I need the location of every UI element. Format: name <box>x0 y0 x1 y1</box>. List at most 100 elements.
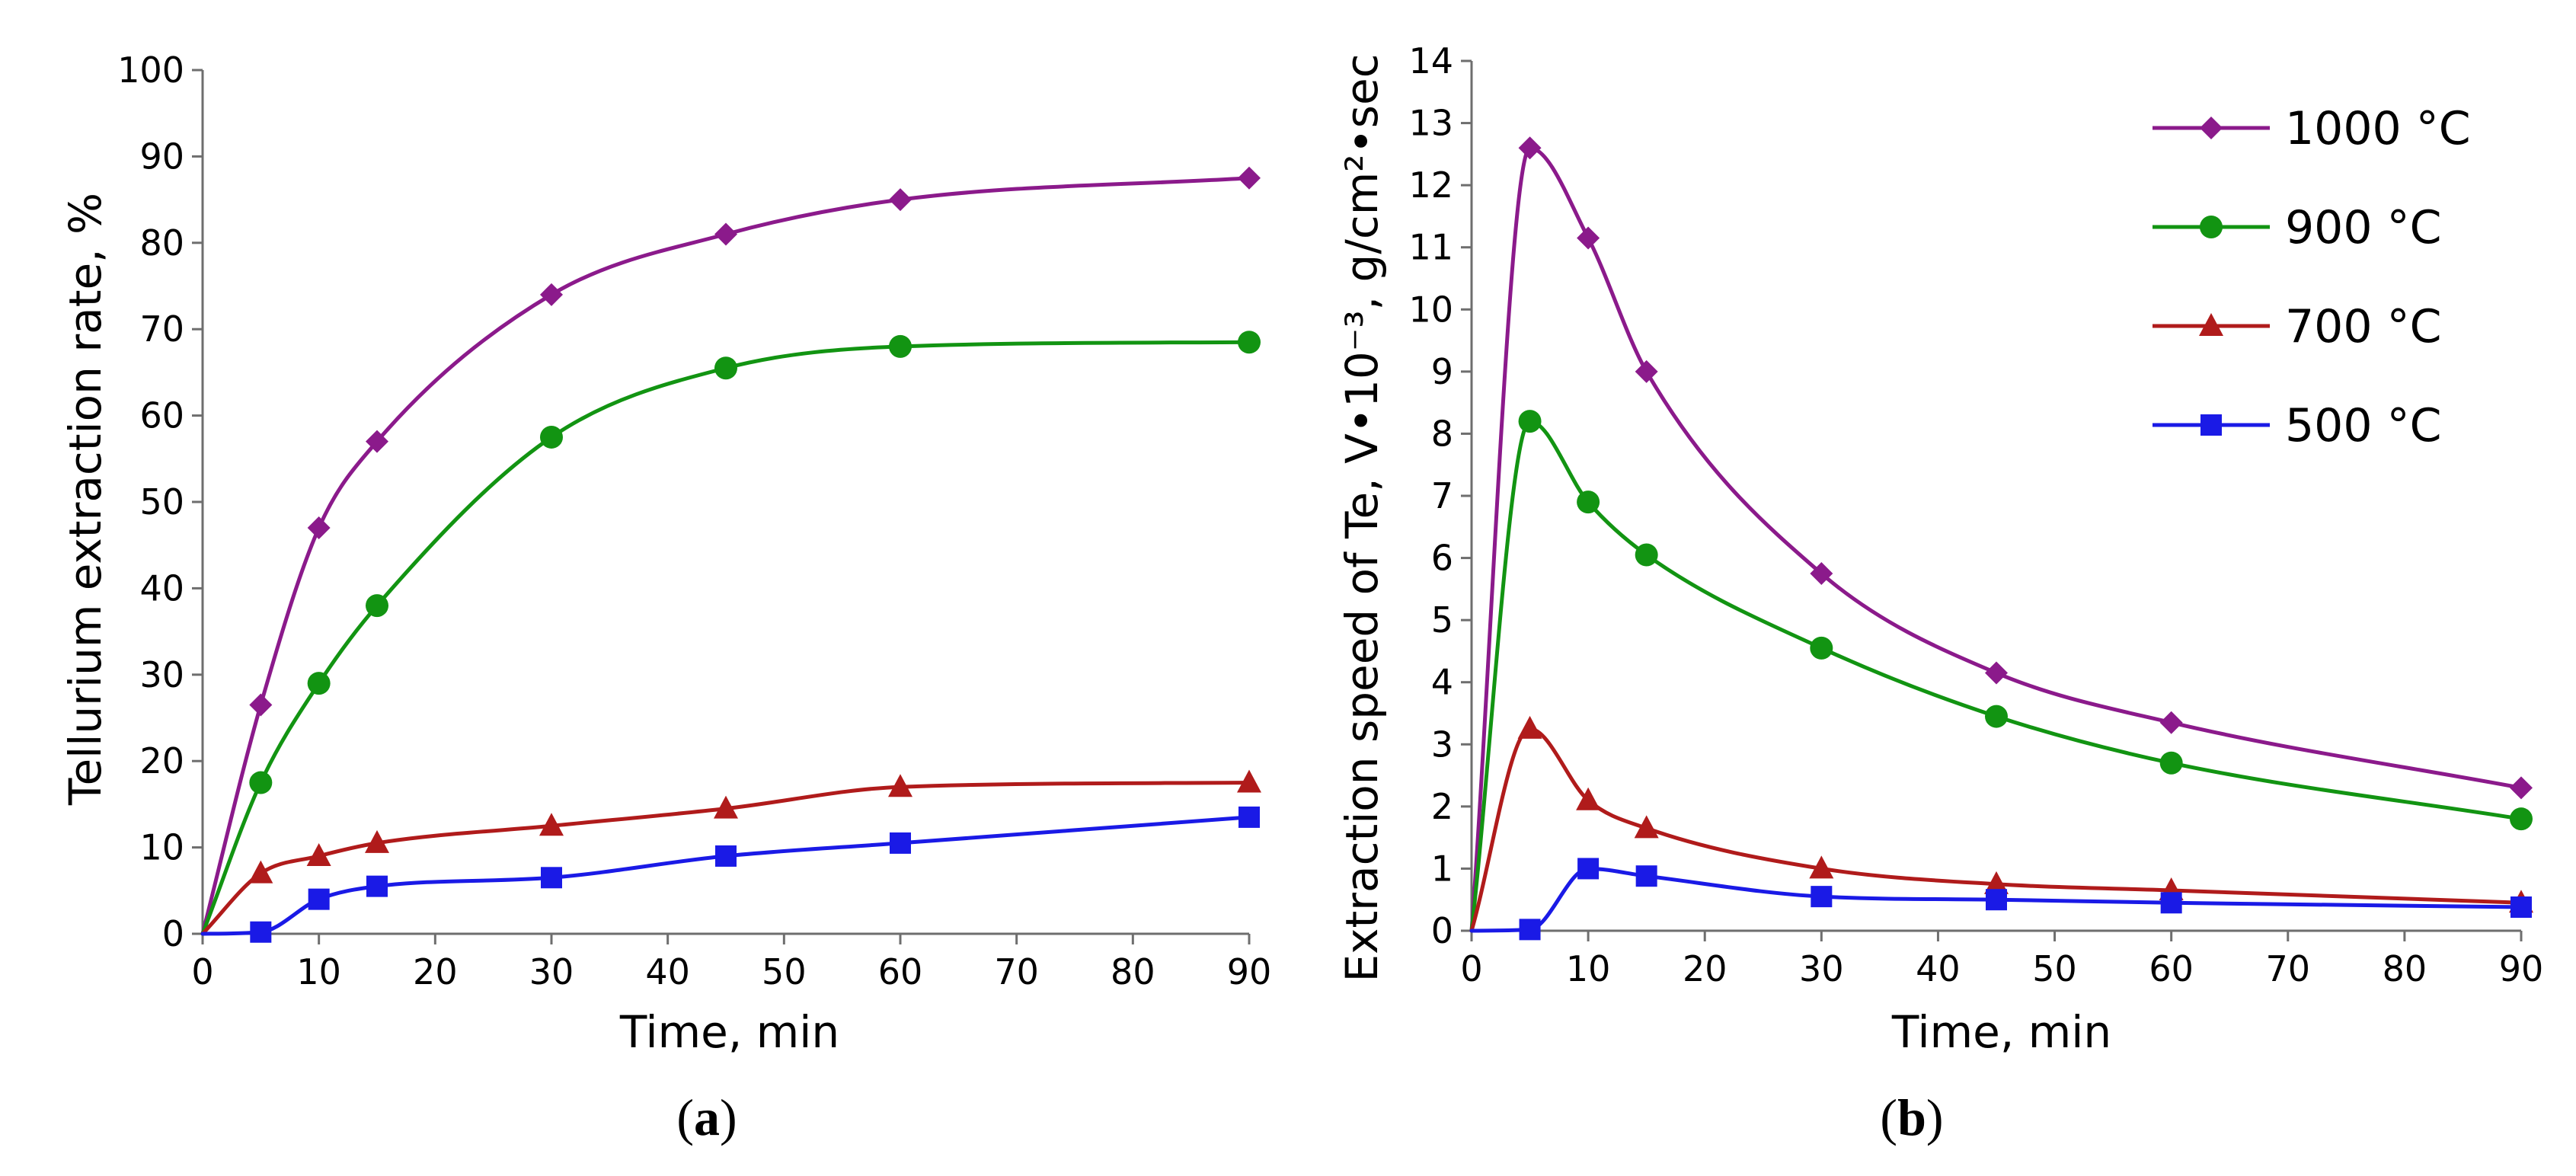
chart-b-point-500-15 <box>1635 865 1657 887</box>
chart-b-point-1000-30 <box>1810 561 1833 585</box>
chart-b-x-tick-label: 50 <box>2032 948 2077 989</box>
chart-a-point-1000-10 <box>307 516 331 540</box>
chart-b-x-tick-label: 80 <box>2383 948 2427 989</box>
chart-b-point-900-15 <box>1635 543 1658 567</box>
chart-a-point-700-10 <box>306 842 331 866</box>
chart-b-y-tick-label: 6 <box>1431 538 1453 579</box>
legend-label: 900 °C <box>2285 201 2442 254</box>
chart-a-y-tick-label: 20 <box>139 740 184 781</box>
chart-a-point-500-30 <box>541 867 562 889</box>
chart-b-point-500-30 <box>1811 886 1833 908</box>
legend-label: 500 °C <box>2285 399 2442 452</box>
chart-b-point-900-30 <box>1810 636 1833 660</box>
chart-a-x-tick-label: 80 <box>1111 951 1155 992</box>
legend-item-500: 500 °C <box>2153 399 2442 452</box>
chart-b-x-tick-label: 10 <box>1566 948 1611 989</box>
chart-b-y-tick-label: 8 <box>1431 413 1453 454</box>
chart-a-point-1000-45 <box>714 222 737 246</box>
chart-b-x-tick-label: 40 <box>1916 948 1961 989</box>
chart-b-point-1000-60 <box>2159 711 2183 734</box>
chart-a-markers <box>248 166 1261 943</box>
chart-b-point-1000-10 <box>1577 226 1600 250</box>
chart-b-point-900-5 <box>1518 410 1542 433</box>
chart-b-point-700-5 <box>1517 715 1542 739</box>
chart-b-x-axis-title: Time, min <box>1891 1006 2111 1058</box>
chart-a-y-tick-label: 10 <box>139 827 184 868</box>
chart-a-point-1000-90 <box>1238 166 1261 190</box>
chart-a-series-line-1000 <box>200 176 1251 936</box>
chart-a-x-tick-label: 0 <box>191 951 213 992</box>
chart-b-point-900-45 <box>1985 705 2008 728</box>
chart-b-point-900-10 <box>1577 491 1600 514</box>
chart-a-y-tick-label: 60 <box>139 395 184 436</box>
legend-item-900: 900 °C <box>2153 201 2442 254</box>
chart-a-y-tick-label: 30 <box>139 654 184 695</box>
chart-b-y-tick-label: 12 <box>1408 165 1453 206</box>
chart-a-x-tick-label: 20 <box>413 951 458 992</box>
chart-b-y-tick-label: 4 <box>1431 662 1453 703</box>
chart-a-y-tick-label: 90 <box>139 136 184 177</box>
chart-b-panel-label: (b) <box>1880 1088 1943 1146</box>
chart-panel-a: 0 10 20 30 40 50 60 70 80 90 100 0 10 20 30 40 50 60 70 80 9… <box>59 50 1271 1146</box>
chart-b-point-1000-90 <box>2510 776 2533 800</box>
legend-item-700: 700 °C <box>2153 300 2442 353</box>
legend-label: 1000 °C <box>2285 102 2471 155</box>
chart-b-panel-letter: b <box>1897 1088 1926 1146</box>
chart-b-series-line-500 <box>1469 866 2523 933</box>
chart-b-y-tick-label: 5 <box>1431 599 1453 641</box>
chart-a-point-700-90 <box>1237 769 1261 793</box>
chart-a-series-line-700 <box>200 781 1251 936</box>
chart-a-panel-label: (a) <box>676 1088 737 1146</box>
chart-a-y-axis-title: Tellurium extraction rate, % <box>59 193 111 806</box>
chart-a-point-1000-30 <box>540 283 563 306</box>
chart-a-x-tick-label: 50 <box>762 951 807 992</box>
chart-a-x-tick-label: 30 <box>529 951 574 992</box>
chart-a-point-700-5 <box>248 860 273 884</box>
chart-b-point-1000-45 <box>1985 661 2008 685</box>
chart-b-point-1000-15 <box>1635 360 1658 383</box>
chart-a-x-tick-label: 90 <box>1227 951 1272 992</box>
chart-b-legend: 1000 °C 900 °C 700 °C 500 °C <box>2153 102 2471 452</box>
chart-a-point-500-10 <box>308 888 330 910</box>
chart-b-point-700-15 <box>1634 815 1659 839</box>
chart-a-point-500-90 <box>1238 806 1260 828</box>
legend-marker <box>2200 216 2223 238</box>
chart-b-markers <box>1517 136 2533 941</box>
chart-b-curves <box>1469 145 2523 933</box>
chart-a-point-700-30 <box>539 813 564 836</box>
legend-marker <box>2200 117 2223 139</box>
chart-a-point-1000-5 <box>249 693 273 717</box>
chart-a-x-tick-label: 70 <box>994 951 1039 992</box>
chart-b-point-700-30 <box>1809 855 1834 879</box>
legend-label: 700 °C <box>2285 300 2442 353</box>
chart-b-point-500-90 <box>2510 896 2532 919</box>
chart-a-point-1000-60 <box>889 188 912 212</box>
chart-a-point-900-60 <box>889 334 912 358</box>
chart-a-y-tick-label: 0 <box>162 913 184 954</box>
chart-a-point-900-90 <box>1238 331 1261 354</box>
chart-a-x-tick-label: 60 <box>878 951 923 992</box>
chart-b-point-1000-5 <box>1518 136 1542 160</box>
chart-a-point-900-15 <box>366 594 388 618</box>
chart-b-y-tick-label: 1 <box>1431 848 1453 889</box>
legend-marker <box>2200 414 2222 436</box>
chart-b-y-tick-label: 3 <box>1431 724 1453 765</box>
chart-b-point-500-10 <box>1577 858 1600 880</box>
chart-a-panel-letter: a <box>694 1088 720 1146</box>
chart-b-point-700-10 <box>1576 787 1601 810</box>
chart-b-y-tick-label: 2 <box>1431 786 1453 827</box>
chart-b-x-tick-label: 0 <box>1460 948 1482 989</box>
chart-a-point-500-15 <box>366 875 388 897</box>
chart-a-x-tick-label: 40 <box>645 951 690 992</box>
chart-b-point-500-45 <box>1986 889 2007 911</box>
chart-b-y-tick-label: 7 <box>1431 475 1453 516</box>
chart-a-point-900-10 <box>307 672 331 695</box>
chart-a-point-700-15 <box>365 829 389 853</box>
chart-b-point-900-90 <box>2510 807 2533 831</box>
chart-b-x-tick-label: 70 <box>2266 948 2311 989</box>
chart-a-point-900-45 <box>714 356 737 380</box>
